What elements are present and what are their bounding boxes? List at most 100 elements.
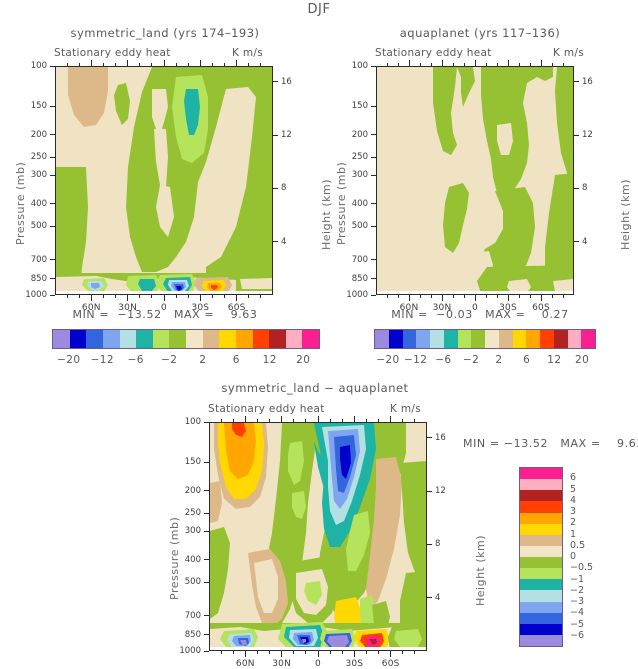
colorbar-tick-label: −6 — [435, 354, 452, 366]
lat-tick-bottom — [78, 295, 80, 298]
contour-plot-symmetric-land[interactable] — [55, 66, 273, 295]
lat-tick-bottom — [353, 651, 355, 657]
colorbar-swatch — [471, 330, 485, 348]
pressure-tick — [371, 294, 376, 296]
pressure-tick-label: 250 — [184, 508, 201, 519]
lat-tick-top — [102, 63, 104, 66]
lat-tick-top — [518, 63, 520, 66]
lat-tick-top — [151, 63, 153, 66]
lat-tick-bottom — [224, 295, 226, 298]
pressure-tick-label: 1000 — [346, 290, 368, 300]
lat-tick-top — [175, 63, 177, 66]
height-tick — [273, 81, 278, 83]
lat-tick-bottom — [329, 651, 331, 654]
lat-tick-bottom — [175, 295, 177, 298]
colorbar-swatch — [520, 557, 562, 569]
colorbar-swatch — [252, 330, 270, 348]
height-tick-label: 12 — [435, 486, 446, 497]
colorbar-swatch — [520, 590, 562, 602]
colorbar-swatch — [186, 330, 203, 348]
lat-tick-bottom — [163, 295, 165, 301]
height-tick — [574, 81, 579, 83]
lat-tick-bottom — [430, 295, 432, 298]
lat-tick-label: 30N — [432, 303, 452, 313]
lat-tick-top — [365, 419, 367, 422]
lat-tick-top — [485, 63, 487, 66]
lat-tick-bottom — [408, 295, 410, 301]
panel-subtitle-left-symmetric-land: Stationary eddy heat — [54, 47, 171, 59]
lat-tick-bottom — [236, 295, 238, 301]
height-tick-label: 4 — [435, 592, 441, 603]
colorbar-tick-label: 2 — [570, 517, 577, 529]
lat-tick-bottom — [281, 651, 283, 657]
lat-tick-bottom — [507, 295, 509, 301]
panel-subtitle-right-difference: K m/s — [390, 403, 421, 415]
lat-tick-label: 30S — [499, 303, 517, 313]
colorbar-swatch — [302, 330, 319, 348]
pressure-tick-label: 1000 — [179, 646, 201, 656]
lat-tick-top — [419, 63, 421, 66]
minmax-symmetric-land: MIN = −13.52 MAX = 9.63 — [72, 308, 258, 321]
height-tick-label: 12 — [281, 130, 292, 141]
lat-tick-label: 60S — [532, 303, 550, 313]
colorbar-tick-label: 6 — [523, 354, 531, 366]
lat-tick-bottom — [485, 295, 487, 298]
lat-tick-label: 30N — [118, 303, 138, 313]
colorbar-tick-label: 4 — [570, 494, 577, 506]
contour-plot-difference[interactable] — [209, 422, 427, 651]
colorbar-swatch — [520, 568, 562, 580]
pressure-tick — [204, 512, 209, 514]
colorbar-swatch — [375, 330, 389, 348]
lat-tick-label: 60N — [399, 303, 419, 313]
pressure-tick-label: 400 — [184, 554, 201, 565]
lat-tick-bottom — [211, 295, 213, 298]
lat-tick-bottom — [496, 295, 498, 298]
pressure-tick-label: 200 — [30, 129, 47, 140]
lat-tick-bottom — [441, 295, 443, 301]
contour-plot-aquaplanet[interactable] — [376, 66, 574, 295]
height-tick-label: 16 — [435, 432, 446, 443]
lat-tick-top — [236, 60, 238, 66]
height-tick — [273, 241, 278, 243]
colorbar-tick-label: 6 — [570, 472, 577, 484]
lat-tick-top — [115, 63, 117, 66]
colorbar-swatch — [520, 479, 562, 491]
lat-tick-label: 0 — [472, 303, 478, 313]
colorbar-tick-label: 20 — [575, 354, 590, 366]
lat-tick-top — [224, 63, 226, 66]
pressure-tick-label: 200 — [184, 485, 201, 496]
colorbar-tick-label: −6 — [570, 629, 585, 641]
pressure-tick-label: 250 — [351, 152, 368, 163]
colorbar-swatch — [69, 330, 87, 348]
lat-tick-top — [341, 419, 343, 422]
lat-tick-top — [139, 63, 141, 66]
lat-tick-top — [220, 419, 222, 422]
colorbar-swatch — [485, 330, 499, 348]
y-axis-right-label-panel3: Height (km) — [474, 534, 487, 606]
pressure-tick — [371, 259, 376, 261]
colorbar-aquaplanet[interactable] — [374, 329, 596, 349]
pressure-tick — [204, 461, 209, 463]
lat-tick-bottom — [386, 295, 388, 298]
pressure-tick-label: 500 — [351, 221, 368, 232]
colorbar-tick-label: −12 — [90, 354, 114, 366]
lat-tick-top — [551, 63, 553, 66]
pressure-tick — [204, 650, 209, 652]
pressure-tick-label: 400 — [30, 198, 47, 209]
height-tick-label: 8 — [582, 183, 588, 194]
pressure-tick-label: 300 — [351, 170, 368, 181]
colorbar-swatch — [512, 330, 527, 348]
y-axis-right-label-panel2: Height (km) — [619, 178, 632, 250]
height-tick-label: 12 — [582, 130, 593, 141]
colorbar-tick-label: 0 — [570, 551, 577, 562]
lat-tick-bottom — [390, 651, 392, 657]
colorbar-difference[interactable] — [519, 467, 563, 647]
height-tick — [574, 134, 579, 136]
colorbar-tick-label: −4 — [570, 607, 585, 619]
colorbar-symmetric-land[interactable] — [52, 329, 320, 349]
lat-tick-top — [211, 63, 213, 66]
height-tick — [427, 597, 432, 599]
height-tick-label: 4 — [582, 236, 588, 247]
height-tick — [273, 187, 278, 189]
panel-title-difference: symmetric_land − aquaplanet — [221, 381, 409, 395]
